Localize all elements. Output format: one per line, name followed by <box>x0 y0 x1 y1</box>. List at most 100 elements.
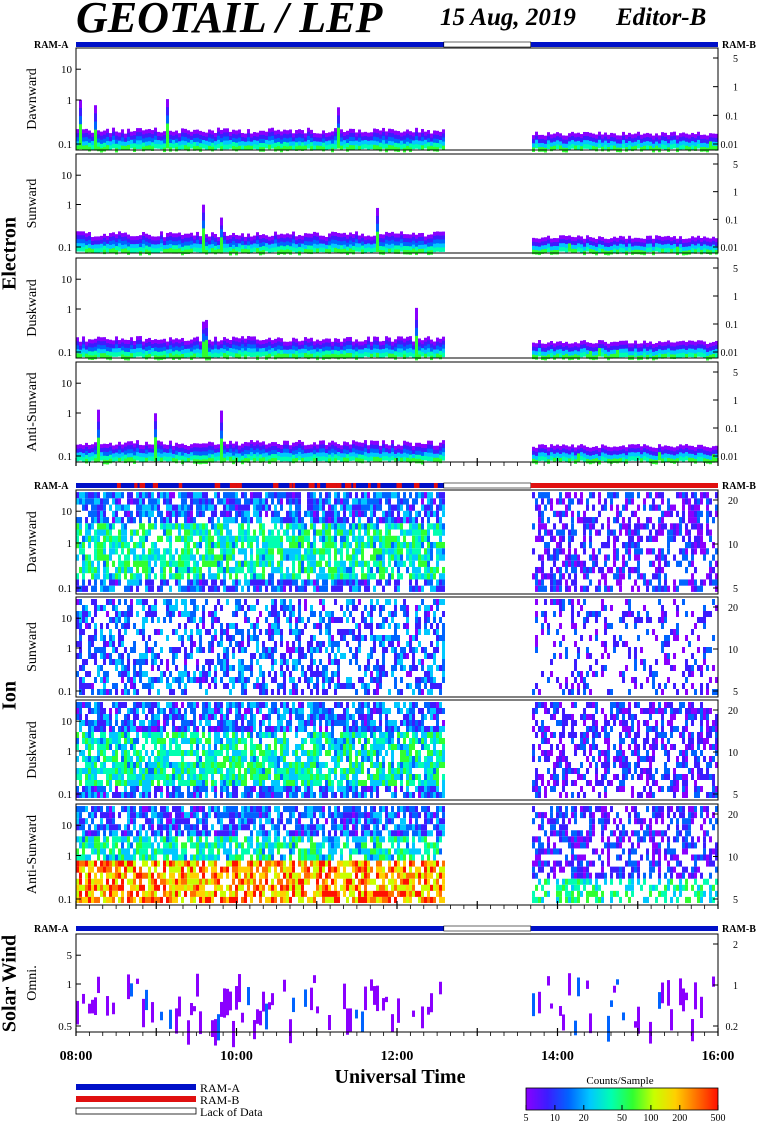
panel-ion-sunward <box>76 599 718 695</box>
panel-label: Dawnward <box>25 511 40 572</box>
left-tick-label: 10 <box>61 378 73 390</box>
panel-frame <box>75 489 719 595</box>
ram-b-segment <box>368 483 371 488</box>
ram-b-segment <box>344 483 349 488</box>
left-tick-label: 0.1 <box>58 894 72 906</box>
panel-frame <box>75 699 719 801</box>
right-tick-label: 0.01 <box>721 140 739 151</box>
ram-b-segment <box>152 483 159 488</box>
colorbar-tick-label: 10 <box>550 1113 560 1124</box>
right-tick-label: 2 <box>733 940 738 951</box>
ram-b-segment <box>292 483 296 488</box>
ram-b-segment <box>236 483 242 488</box>
ram-b-segment <box>377 483 381 488</box>
left-tick-label: 10 <box>61 613 73 625</box>
legend-ram-b-label: RAM-B <box>200 1093 240 1107</box>
left-tick-label: 0.1 <box>58 347 72 359</box>
colorbar-tick-label: 200 <box>672 1113 687 1124</box>
panel-label: Dawnward <box>25 68 40 129</box>
right-tick-label: 0.1 <box>726 320 739 331</box>
left-tick-label: 10 <box>61 506 73 518</box>
left-tick-label: 1 <box>67 746 73 758</box>
colorbar-tick-label: 500 <box>711 1113 726 1124</box>
ram-a-label: RAM-A <box>34 481 69 492</box>
panel-electron-duskward <box>76 307 718 361</box>
left-tick-label: 1 <box>67 95 73 107</box>
colorbar-tick-label: 100 <box>643 1113 658 1124</box>
right-tick-label: 20 <box>728 603 738 614</box>
right-tick-label: 5 <box>733 790 738 801</box>
page-title: GEOTAIL / LEP <box>76 0 383 42</box>
right-tick-label: 1 <box>733 83 738 94</box>
ram-b-segment <box>216 483 221 488</box>
ram-b-segment <box>433 483 438 488</box>
ram-b-segment <box>325 483 331 488</box>
ram-a-label: RAM-A <box>34 924 69 935</box>
right-tick-label: 1 <box>733 188 738 199</box>
ram-b-label: RAM-B <box>722 924 756 935</box>
right-tick-label: 0.01 <box>721 348 739 359</box>
ram-bar <box>76 42 718 47</box>
legend-lack-label: Lack of Data <box>200 1105 263 1119</box>
ram-b-segment <box>330 483 334 488</box>
panel-solar-wind-omni. <box>76 973 715 1048</box>
ram-b-segment <box>139 483 146 488</box>
ram-b-label: RAM-B <box>722 40 756 51</box>
ram-b-segment <box>234 483 237 488</box>
left-tick-label: 10 <box>61 820 73 832</box>
legend-ram-b-swatch <box>76 1096 196 1102</box>
electron-section-label: Electron <box>0 217 21 290</box>
x-tick-label: 10:00 <box>220 1049 253 1064</box>
ram-b-segment <box>273 483 279 488</box>
x-tick-label: 14:00 <box>541 1049 574 1064</box>
panel-ion-duskward <box>76 702 718 798</box>
left-tick-label: 5 <box>67 950 73 962</box>
colorbar-title: Counts/Sample <box>586 1075 654 1087</box>
lack-of-data-bar <box>443 41 532 48</box>
right-tick-label: 1 <box>733 396 738 407</box>
colorbar-tick-label: 20 <box>579 1113 589 1124</box>
panel-label: Omni. <box>25 965 40 1000</box>
right-tick-label: 5 <box>733 584 738 595</box>
right-tick-label: 0.2 <box>726 1022 739 1033</box>
editor-label: Editor-B <box>616 4 707 31</box>
panel-label: Duskward <box>25 279 40 337</box>
x-tick-label: 12:00 <box>381 1049 414 1064</box>
panel-electron-anti-sunward <box>76 409 718 465</box>
ram-b-segment <box>178 483 183 488</box>
ion-section-label: Ion <box>0 681 21 710</box>
panel-electron-sunward <box>76 204 718 256</box>
panel-frame <box>75 153 719 254</box>
right-tick-label: 0.1 <box>726 424 739 435</box>
lack-of-data-bar <box>443 482 532 489</box>
left-tick-label: 1 <box>67 538 73 550</box>
ram-b-segment <box>530 483 718 488</box>
right-tick-label: 1 <box>733 292 738 303</box>
right-tick-label: 10 <box>728 645 738 656</box>
solar-wind-section-label: Solar Wind <box>0 934 21 1033</box>
right-tick-label: 5 <box>733 160 738 171</box>
left-tick-label: 0.1 <box>58 451 72 463</box>
right-tick-label: 20 <box>728 706 738 717</box>
right-tick-label: 10 <box>728 540 738 551</box>
ram-b-segment <box>308 483 315 488</box>
left-tick-label: 10 <box>61 716 73 728</box>
colorbar-tick-label: 50 <box>617 1113 627 1124</box>
ram-bar <box>76 926 718 931</box>
left-tick-label: 0.5 <box>58 1021 72 1033</box>
ram-a-label: RAM-A <box>34 40 69 51</box>
ram-b-segment <box>413 483 420 488</box>
ram-b-label: RAM-B <box>722 481 756 492</box>
left-tick-label: 1 <box>67 200 73 212</box>
ram-b-segment <box>289 483 293 488</box>
right-tick-label: 5 <box>733 54 738 65</box>
panel-label: Sunward <box>25 622 40 672</box>
ram-b-segment <box>316 483 321 488</box>
left-tick-label: 0.1 <box>58 686 72 698</box>
ram-b-segment <box>347 483 352 488</box>
panel-ion-dawnward <box>76 492 718 592</box>
x-tick-label: 16:00 <box>702 1049 735 1064</box>
left-tick-label: 1 <box>67 304 73 316</box>
ram-b-segment <box>396 483 402 488</box>
legend-lack-swatch <box>75 1107 197 1115</box>
